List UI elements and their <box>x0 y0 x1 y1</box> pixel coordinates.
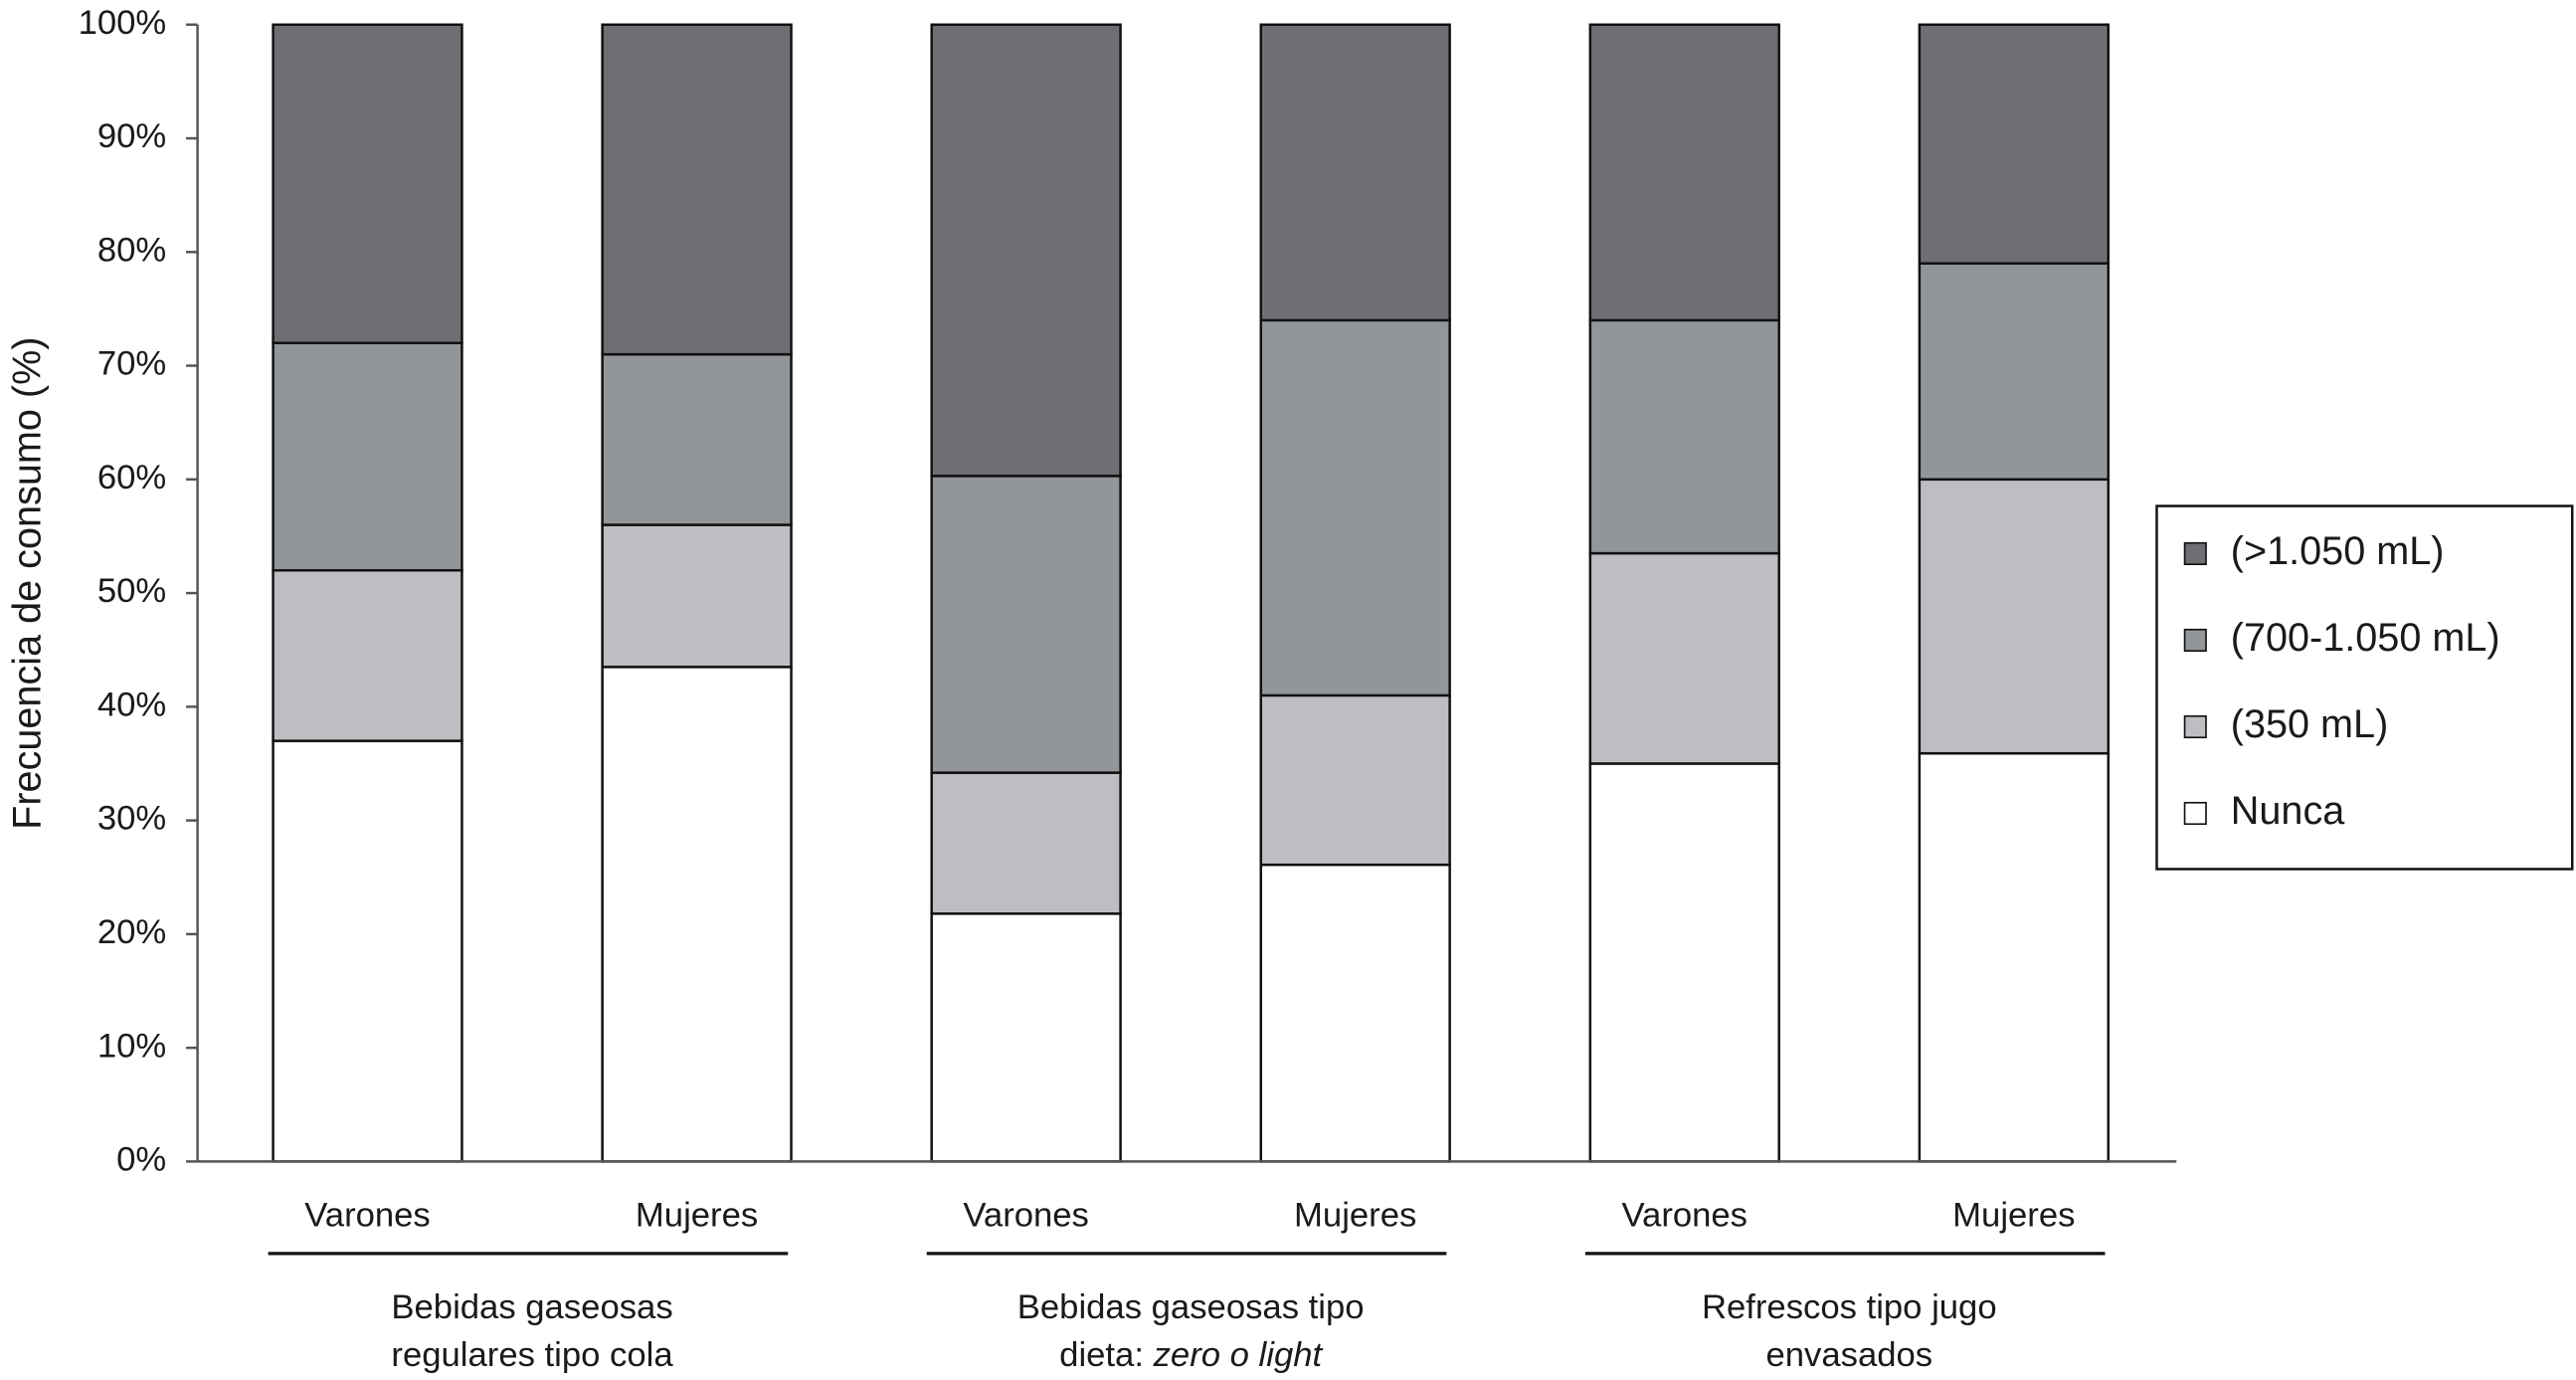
bar-segment <box>272 341 463 572</box>
x-tick-label: Varones <box>963 1197 1089 1235</box>
y-tick-label: 90% <box>97 117 166 155</box>
group-label: regulares tipo cola <box>391 1336 673 1374</box>
group-label-part: zero o light <box>1153 1336 1324 1374</box>
bar-segment <box>1259 863 1451 1163</box>
bar-segment <box>1588 318 1780 555</box>
group-label-part: Refrescos tipo jugo <box>1702 1288 1997 1326</box>
legend-swatch <box>2183 541 2207 566</box>
x-tick-label: Mujeres <box>1952 1197 2075 1235</box>
group-label: dieta: zero o light <box>1059 1336 1323 1374</box>
bar-segment <box>601 666 793 1163</box>
bar-segment <box>601 23 793 356</box>
y-tick-label: 10% <box>97 1027 166 1065</box>
bar-segment <box>930 23 1122 478</box>
bar-segment <box>1918 262 2111 482</box>
bar-segment <box>1918 23 2111 265</box>
bar-segment <box>1918 478 2111 755</box>
legend-label: (350 mL) <box>2231 702 2389 746</box>
x-tick-label: Mujeres <box>1294 1197 1416 1235</box>
group-label: envasados <box>1765 1336 1932 1374</box>
y-tick-label: 80% <box>97 231 166 269</box>
legend-swatch <box>2183 801 2207 826</box>
x-tick-label: Varones <box>1622 1197 1748 1235</box>
y-tick-label: 30% <box>97 800 166 838</box>
group-label-part: envasados <box>1765 1336 1932 1374</box>
y-tick-label: 20% <box>97 913 166 951</box>
bar-segment <box>272 568 463 742</box>
bar-segment <box>1918 751 2111 1163</box>
y-tick-label: 40% <box>97 686 166 723</box>
y-tick-label: 60% <box>97 459 166 496</box>
bar-segment <box>272 23 463 344</box>
x-tick-label: Mujeres <box>636 1197 758 1235</box>
group-label-part: Bebidas gaseosas tipo <box>1017 1288 1365 1326</box>
legend-label: (>1.050 mL) <box>2231 529 2445 573</box>
group-label-part: dieta: <box>1059 1336 1153 1374</box>
y-axis-label: Frecuencia de consumo (%) <box>6 337 50 830</box>
y-tick-label: 70% <box>97 345 166 383</box>
bar-segment <box>1259 318 1451 697</box>
bar-segment <box>601 352 793 526</box>
group-label-part: regulares tipo cola <box>391 1336 673 1374</box>
legend-swatch <box>2183 714 2207 739</box>
y-tick-label: 0% <box>116 1141 166 1179</box>
group-label-part: Bebidas gaseosas <box>391 1288 672 1326</box>
bar-segment <box>1588 762 1780 1163</box>
x-tick-label: Varones <box>304 1197 431 1235</box>
group-label: Bebidas gaseosas tipo <box>1017 1288 1365 1326</box>
bar-segment <box>930 912 1122 1163</box>
legend-swatch <box>2183 628 2207 653</box>
legend-box <box>2155 504 2574 871</box>
group-label: Bebidas gaseosas <box>391 1288 672 1326</box>
y-tick-label: 50% <box>97 572 166 610</box>
bar-segment <box>1259 693 1451 867</box>
bar-segment <box>1588 23 1780 322</box>
group-label: Refrescos tipo jugo <box>1702 1288 1997 1326</box>
bar-segment <box>930 771 1122 915</box>
bar-segment <box>601 523 793 669</box>
legend-label: (700-1.050 mL) <box>2231 616 2500 660</box>
legend-label: Nunca <box>2231 789 2345 833</box>
y-tick-label: 100% <box>79 4 167 42</box>
bar-segment <box>1588 551 1780 765</box>
bar-segment <box>1259 23 1451 322</box>
bar-segment <box>930 475 1122 774</box>
bar-segment <box>272 739 463 1163</box>
